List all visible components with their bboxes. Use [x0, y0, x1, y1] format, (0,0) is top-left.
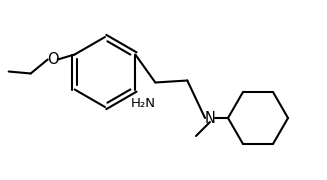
Text: O: O — [47, 52, 59, 67]
Text: N: N — [205, 111, 215, 125]
Text: H₂N: H₂N — [131, 96, 156, 109]
